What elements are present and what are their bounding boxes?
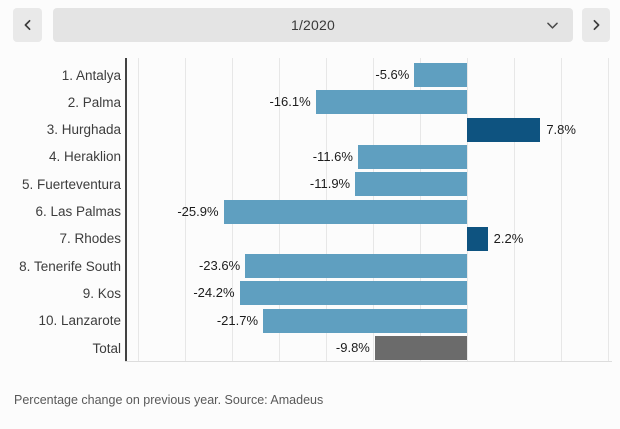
chevron-down-icon xyxy=(546,19,559,32)
x-axis-baseline xyxy=(125,361,612,362)
category-label: 8. Tenerife South xyxy=(19,258,121,274)
bar xyxy=(223,199,467,224)
value-label: -25.9% xyxy=(177,203,219,219)
bar xyxy=(263,308,467,333)
value-label: -11.6% xyxy=(312,148,353,164)
period-dropdown[interactable]: 1/2020 xyxy=(53,8,573,42)
gridline xyxy=(561,58,562,361)
bar xyxy=(467,117,541,142)
bar xyxy=(245,254,467,279)
category-label: 3. Hurghada xyxy=(46,122,121,138)
category-label: 9. Kos xyxy=(82,285,121,301)
category-label: 5. Fuerteventura xyxy=(21,176,121,192)
gridline xyxy=(185,58,186,361)
next-period-button[interactable] xyxy=(582,8,610,42)
value-label: -21.7% xyxy=(216,312,259,328)
category-label: 6. Las Palmas xyxy=(35,204,121,219)
chevron-right-icon xyxy=(590,19,602,31)
value-label: -9.8% xyxy=(335,340,370,355)
value-label: -23.6% xyxy=(198,258,241,274)
period-dropdown-value: 1/2020 xyxy=(290,17,336,33)
value-label: -11.9% xyxy=(309,176,351,192)
bar xyxy=(239,281,467,306)
value-label: 7.8% xyxy=(546,121,576,137)
value-label: 2.2% xyxy=(493,230,524,246)
bar xyxy=(374,336,467,360)
value-label: -24.2% xyxy=(193,285,235,301)
bar xyxy=(315,90,467,115)
category-label: Total xyxy=(92,340,121,356)
value-label: -16.1% xyxy=(269,94,311,110)
previous-period-button[interactable] xyxy=(13,8,42,42)
category-label: 10. Lanzarote xyxy=(38,313,121,329)
gridline xyxy=(467,58,468,361)
bar xyxy=(467,226,488,251)
category-label: 4. Heraklion xyxy=(48,149,121,165)
gridline xyxy=(514,58,515,361)
value-label: -5.6% xyxy=(375,67,410,82)
category-label: 2. Palma xyxy=(67,94,121,110)
category-label: 1. Antalya xyxy=(61,67,121,83)
gridline xyxy=(138,58,139,361)
chevron-left-icon xyxy=(22,19,34,31)
bar xyxy=(414,63,467,87)
source-note: Percentage change on previous year. Sour… xyxy=(14,393,324,407)
category-label: 7. Rhodes xyxy=(59,231,121,247)
bar xyxy=(357,144,467,169)
gridline xyxy=(608,58,609,361)
bar xyxy=(355,172,467,197)
y-axis-line xyxy=(125,58,127,362)
